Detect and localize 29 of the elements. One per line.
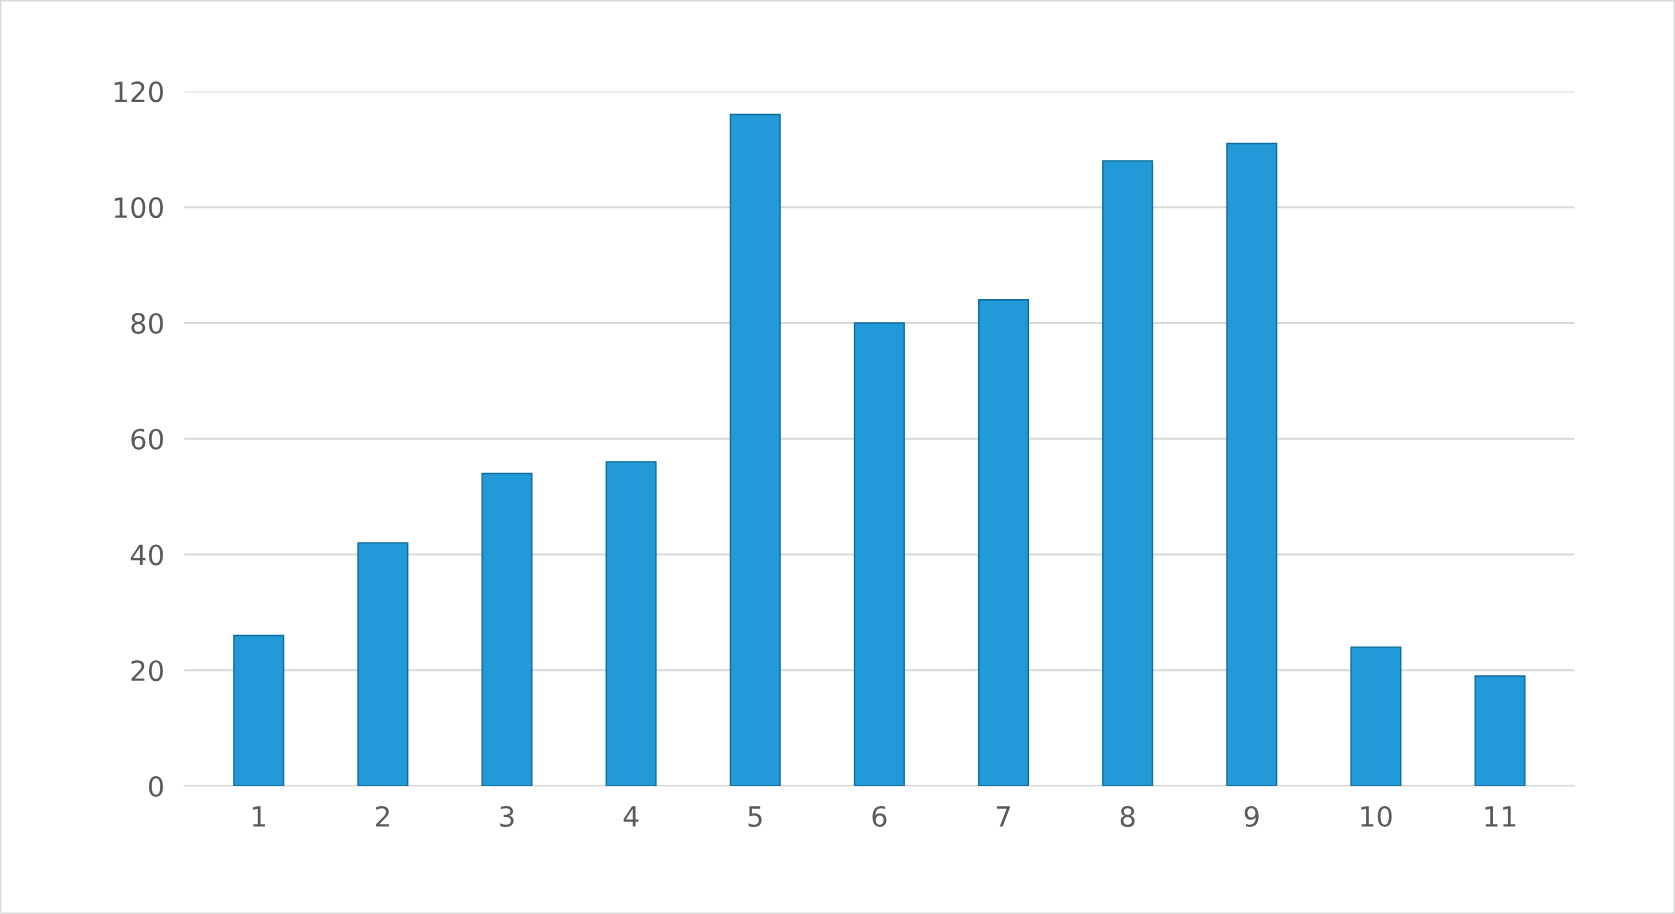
- bar: [233, 634, 285, 787]
- bar: [977, 299, 1030, 787]
- y-tick-label: 40: [130, 544, 163, 566]
- bar: [605, 461, 657, 787]
- x-tick-label: 2: [376, 805, 389, 827]
- x-tick-label: 10: [1361, 805, 1392, 827]
- x-tick-label: 4: [623, 806, 639, 827]
- bar: [1226, 142, 1278, 787]
- x-tick-label: 7: [996, 806, 1010, 827]
- x-tick-label: 3: [500, 805, 514, 827]
- bar: [853, 322, 905, 787]
- x-tick-label: 11: [1485, 806, 1516, 827]
- y-tick-label: 80: [131, 312, 163, 334]
- y-tick-label: 0: [148, 775, 163, 797]
- bar: [481, 472, 533, 787]
- x-tick-label: 9: [1244, 805, 1259, 827]
- y-tick-label: 120: [114, 81, 163, 103]
- bar: [1474, 675, 1526, 787]
- x-tick-label: 6: [872, 805, 887, 827]
- y-tick-label: 100: [114, 197, 163, 219]
- x-tick-label: 5: [748, 806, 762, 827]
- x-tick-label: 8: [1120, 805, 1135, 827]
- bar: [729, 113, 781, 787]
- bar: [357, 542, 409, 787]
- y-tick-label: 20: [131, 660, 163, 682]
- x-tick-label: 1: [252, 806, 265, 827]
- bar: [1102, 160, 1154, 787]
- bar: [1350, 646, 1402, 787]
- y-tick-label: 60: [131, 428, 163, 450]
